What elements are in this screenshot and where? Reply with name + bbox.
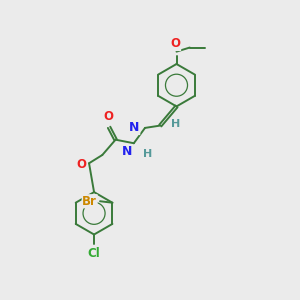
Text: O: O	[171, 38, 181, 50]
Text: N: N	[129, 122, 140, 134]
Text: Br: Br	[82, 195, 97, 208]
Text: O: O	[103, 110, 113, 123]
Text: H: H	[172, 119, 181, 129]
Text: H: H	[143, 148, 152, 158]
Text: N: N	[122, 145, 132, 158]
Text: Cl: Cl	[88, 248, 100, 260]
Text: O: O	[76, 158, 86, 171]
